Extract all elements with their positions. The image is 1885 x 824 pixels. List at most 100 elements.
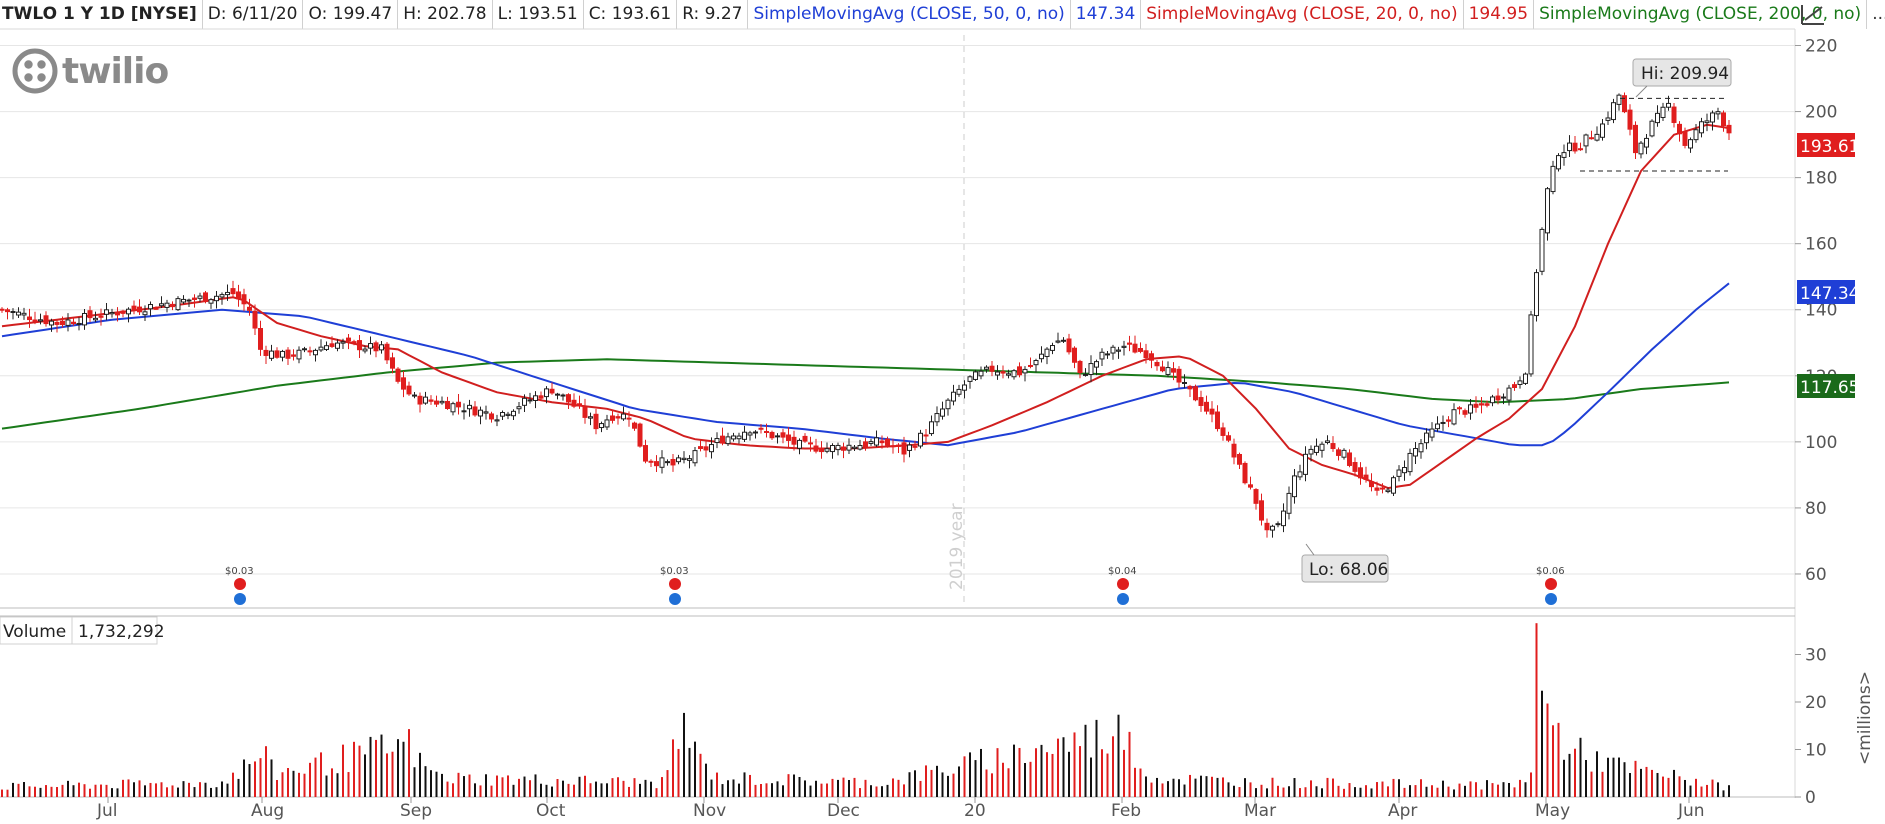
- candle-body: [797, 439, 802, 449]
- candle-body: [533, 395, 538, 401]
- volume-bar: [980, 748, 982, 797]
- volume-bar: [1552, 725, 1554, 797]
- candle-body: [1671, 106, 1677, 123]
- volume-bar: [1117, 714, 1120, 797]
- candle-body: [1187, 385, 1193, 390]
- candle-body: [1407, 452, 1413, 473]
- sma200-badge: [1797, 374, 1855, 398]
- candle-body: [208, 299, 214, 304]
- volume-bar: [1271, 777, 1274, 797]
- volume-bar: [485, 774, 487, 797]
- dividend-amount: $0.03: [660, 566, 689, 577]
- price-axis: 2202001801601401201008060: [1795, 37, 1837, 585]
- candle-body: [808, 442, 813, 445]
- earnings-icon: [669, 593, 681, 605]
- price-tick-label: 180: [1805, 169, 1837, 189]
- volume-bar: [1205, 776, 1208, 797]
- volume-bar: [919, 780, 922, 797]
- candle-body: [868, 441, 874, 444]
- sma20-value: 194.95: [1464, 0, 1535, 29]
- candle-body: [1655, 112, 1660, 124]
- candle-body: [918, 432, 923, 447]
- candle-body: [395, 368, 401, 382]
- volume-bar: [364, 754, 366, 797]
- volume-bar: [881, 786, 883, 797]
- volume-bar: [650, 781, 652, 797]
- volume-bar: [1612, 757, 1615, 797]
- volume-bar: [1640, 768, 1642, 797]
- volume-bar: [974, 760, 977, 797]
- volume-bar: [430, 770, 432, 797]
- candle-body: [1028, 364, 1033, 367]
- volume-bar: [727, 780, 729, 797]
- volume-axis: 30 20 10 0: [1795, 646, 1827, 808]
- candle-body: [1490, 396, 1495, 404]
- volume-bar: [391, 751, 394, 797]
- volume-bar: [199, 782, 201, 797]
- candle-body: [1105, 353, 1110, 356]
- candle-body: [582, 406, 588, 418]
- sma200-label[interactable]: SimpleMovingAvg (CLOSE, 200, 0, no): [1534, 0, 1868, 29]
- more-studies-button[interactable]: ...: [1872, 4, 1885, 24]
- volume-bar: [298, 772, 300, 797]
- candle-body: [1710, 112, 1715, 123]
- candle-body: [1292, 475, 1297, 498]
- date-readout: D: 6/11/20: [203, 0, 304, 29]
- dividend-amount: $0.03: [225, 566, 254, 577]
- volume-bar: [1607, 757, 1609, 797]
- volume-bar: [1579, 737, 1582, 797]
- volume-bar: [1090, 757, 1092, 797]
- price-badges: 193.61 147.34 117.65: [1797, 133, 1859, 398]
- candle-body: [1110, 346, 1116, 354]
- volume-bar: [1541, 690, 1543, 797]
- candle-body: [280, 350, 285, 358]
- earnings-icon: [1545, 593, 1557, 605]
- candle-body: [153, 307, 159, 310]
- volume-bar: [435, 771, 438, 797]
- volume-bar: [1189, 774, 1191, 797]
- candle-body: [643, 445, 648, 462]
- candle-body: [417, 395, 423, 405]
- candle-body: [676, 457, 681, 463]
- candle-body: [1567, 142, 1572, 152]
- volume-bar: [969, 752, 971, 797]
- candle-body: [720, 435, 725, 444]
- volume-bar: [644, 779, 647, 797]
- candle-body: [1495, 395, 1501, 401]
- volume-unit-label: <millions>: [1855, 671, 1875, 765]
- month-label: Dec: [827, 801, 860, 821]
- volume-bar: [1651, 769, 1653, 797]
- volume-bar: [1381, 781, 1384, 797]
- volume-bar: [226, 783, 229, 797]
- volume-bar: [144, 785, 146, 797]
- candle-body: [1319, 443, 1325, 451]
- symbol-label[interactable]: TWLO 1 Y 1D [NYSE]: [0, 0, 203, 29]
- candle-body: [1721, 112, 1726, 127]
- dividend-icon: [234, 578, 246, 590]
- volume-bar: [804, 780, 806, 797]
- volume-bar: [1420, 779, 1422, 797]
- candle-body: [450, 403, 456, 413]
- candle-body: [511, 410, 516, 417]
- trend-line-icon[interactable]: [1800, 2, 1826, 26]
- candle-body: [1715, 111, 1721, 115]
- volume-bar: [864, 779, 867, 797]
- candle-body: [384, 343, 390, 361]
- volume-bar: [1183, 784, 1186, 797]
- sma20-label[interactable]: SimpleMovingAvg (CLOSE, 20, 0, no): [1141, 0, 1464, 29]
- dividend-markers: $0.03 $0.03 $0.04 $0.06: [225, 566, 1565, 605]
- candle-body: [830, 444, 835, 453]
- candle-body: [351, 341, 357, 344]
- earnings-icon: [1117, 593, 1129, 605]
- sma50-label[interactable]: SimpleMovingAvg (CLOSE, 50, 0, no): [748, 0, 1071, 29]
- volume-bar: [771, 783, 773, 797]
- candle-body: [1517, 380, 1523, 385]
- candle-body: [71, 321, 76, 325]
- candle-body: [907, 444, 912, 451]
- candle-body: [538, 395, 544, 399]
- volume-bar: [1722, 790, 1725, 797]
- chart-header: TWLO 1 Y 1D [NYSE] D: 6/11/20 O: 199.47 H: …: [0, 0, 1885, 29]
- volume-bar: [1084, 724, 1087, 797]
- volume-bar: [820, 783, 823, 797]
